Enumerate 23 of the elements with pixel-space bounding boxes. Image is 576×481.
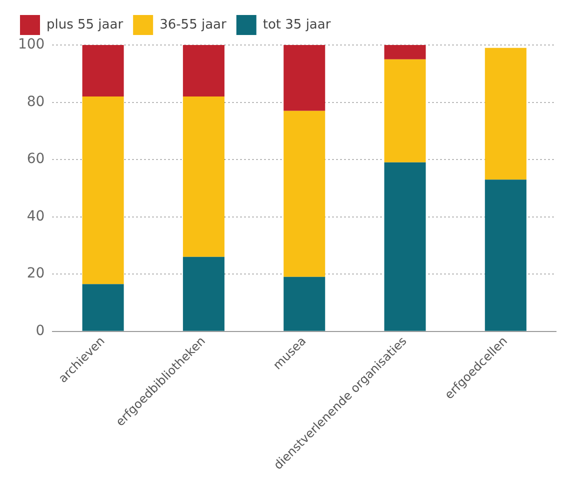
legend-label: plus 55 jaar (46, 17, 124, 32)
bar (484, 180, 526, 331)
y-tick-label: 100 (18, 36, 45, 53)
y-tick-label: 20 (26, 266, 45, 282)
bar (384, 45, 426, 60)
bar (484, 48, 526, 180)
bar (284, 45, 326, 111)
bar (284, 276, 326, 331)
bar (384, 162, 426, 331)
y-tick-label: 60 (26, 151, 45, 168)
bar (182, 96, 224, 257)
legend-label: tot 35 jaar (262, 17, 332, 32)
legend-label: 36-55 jaar (160, 17, 228, 32)
y-tick-label: 40 (26, 208, 45, 224)
bar (82, 96, 124, 284)
bar (182, 45, 224, 97)
y-tick-label: 80 (26, 94, 45, 110)
y-tick-label: 0 (36, 322, 45, 339)
bar (284, 110, 326, 277)
bar (82, 284, 124, 331)
bar (82, 45, 124, 97)
bar (182, 256, 224, 331)
bar (384, 59, 426, 162)
